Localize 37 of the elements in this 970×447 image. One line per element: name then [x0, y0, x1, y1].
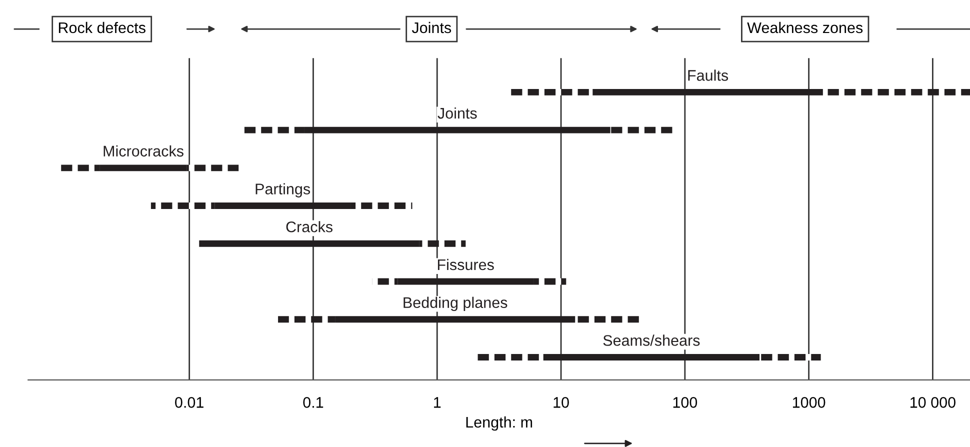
- y-tick-label: Faults: [688, 70, 728, 81]
- bar: [304, 126, 610, 134]
- y-tick-label: Bedding planes: [404, 296, 508, 312]
- bar: [419, 240, 466, 247]
- x-tick-label: 10 000: [910, 397, 956, 408]
- y-tick-label: Seams/shears: [603, 334, 700, 346]
- bar: [534, 278, 566, 285]
- bar: [592, 88, 823, 96]
- bar: [150, 202, 215, 209]
- y-tick-label: Microcracks: [104, 145, 184, 157]
- text: Joints: [412, 22, 452, 34]
- text: Weakness zones: [747, 22, 863, 34]
- bar: [398, 278, 534, 285]
- x-tick-label: 0.01: [175, 397, 204, 408]
- bar: [350, 202, 412, 209]
- bar: [610, 126, 673, 134]
- bar: [372, 278, 398, 285]
- x-tick-label: 1000: [792, 397, 826, 408]
- y-tick-label: Joints: [438, 107, 477, 119]
- bar: [278, 316, 336, 323]
- x-axis-title: Length: m: [466, 416, 532, 431]
- bar: [335, 316, 576, 323]
- x-tick-label: 0.1: [303, 397, 324, 408]
- x-tick-label: 1: [434, 397, 441, 408]
- y-tick-label: Cracks: [286, 221, 333, 232]
- bar: [60, 164, 100, 172]
- bar: [100, 164, 187, 172]
- x-tick-label: 10: [554, 397, 569, 408]
- text: Rock defects: [58, 22, 146, 34]
- y-tick-label: Partings: [256, 183, 310, 198]
- bar: [214, 202, 351, 209]
- bar: [186, 164, 239, 172]
- x-tick-label: 100: [673, 397, 698, 408]
- bar: [760, 354, 821, 360]
- bar: [199, 240, 420, 247]
- y-tick-label: Fissures: [438, 258, 494, 270]
- bar: [543, 354, 760, 360]
